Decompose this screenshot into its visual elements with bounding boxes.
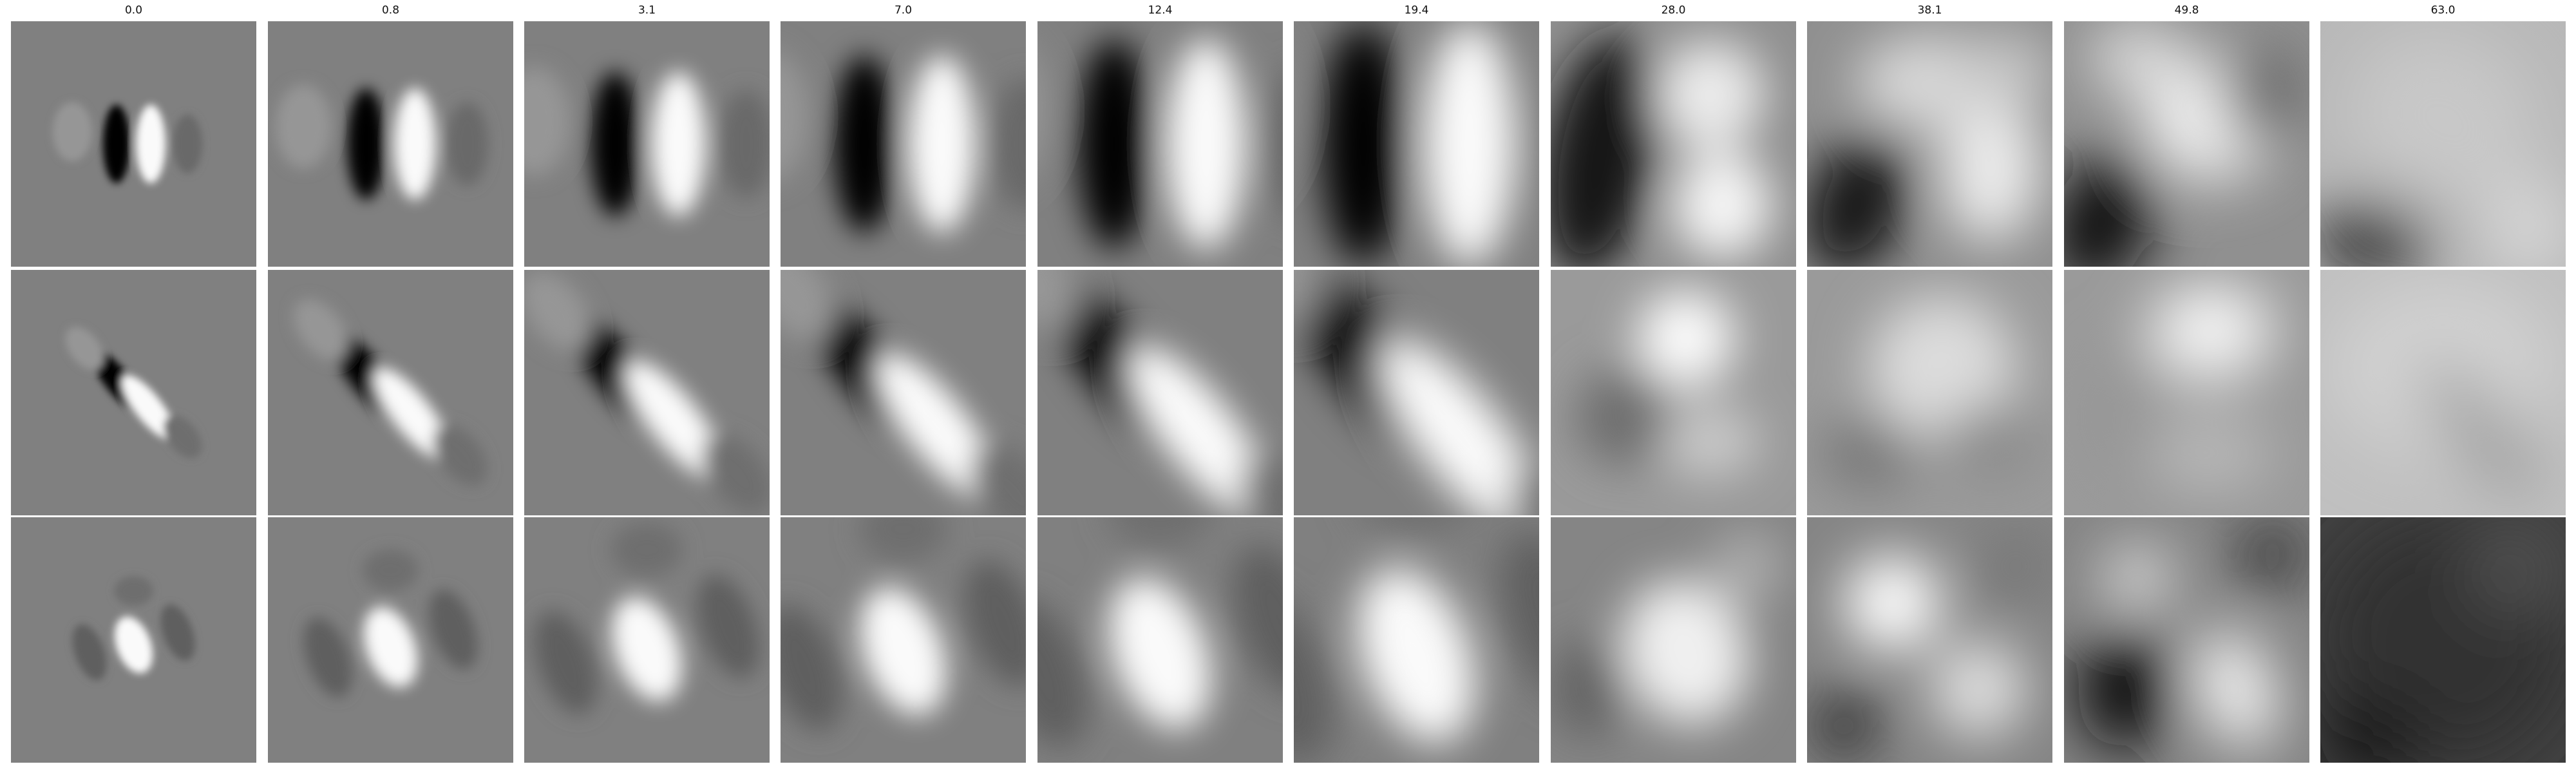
- filter-panel: [2320, 517, 2566, 763]
- filter-panel: [524, 21, 770, 267]
- column-title: 28.0: [1661, 4, 1686, 17]
- column-title: 63.0: [2430, 4, 2456, 17]
- filter-panel: [1807, 21, 2052, 267]
- filter-panel: [781, 517, 1026, 763]
- filter-panel: [2064, 517, 2309, 763]
- filter-panel: [268, 517, 513, 763]
- filter-panel: [1294, 21, 1539, 267]
- column-title: 12.4: [1148, 4, 1173, 17]
- filter-panel: [1294, 517, 1539, 763]
- filter-panel: [2320, 270, 2566, 515]
- filter-panel: [1551, 21, 1796, 267]
- filter-panel: [1037, 270, 1283, 515]
- filter-panel: [781, 270, 1026, 515]
- filter-panel: [781, 21, 1026, 267]
- filter-panel: [524, 517, 770, 763]
- filter-panel: [1294, 270, 1539, 515]
- column-title: 3.1: [638, 4, 656, 17]
- filter-panel: [1551, 517, 1796, 763]
- filter-panel: [1807, 270, 2052, 515]
- filter-panel: [1551, 270, 1796, 515]
- filter-panel: [268, 21, 513, 267]
- column-title: 0.0: [124, 4, 143, 17]
- filter-panel: [524, 270, 770, 515]
- column-title: 19.4: [1404, 4, 1429, 17]
- filter-panel: [268, 270, 513, 515]
- filter-panel: [2064, 21, 2309, 267]
- column-title: 49.8: [2174, 4, 2199, 17]
- filter-panel: [2320, 21, 2566, 267]
- filter-panel: [1807, 517, 2052, 763]
- column-title: 7.0: [894, 4, 913, 17]
- filter-panel: [1037, 21, 1283, 267]
- filter-panel: [11, 517, 256, 763]
- filter-panel: [11, 21, 256, 267]
- filter-panel: [2064, 270, 2309, 515]
- column-title: 38.1: [1917, 4, 1942, 17]
- column-title: 0.8: [381, 4, 400, 17]
- filter-panel: [11, 270, 256, 515]
- filter-panel: [1037, 517, 1283, 763]
